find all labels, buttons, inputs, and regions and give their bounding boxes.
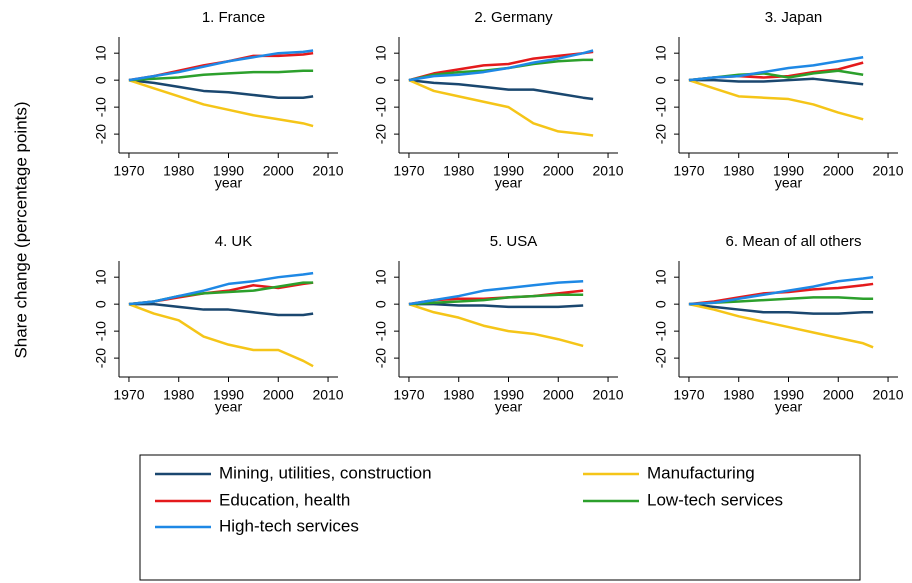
y-tick-label: -10: [653, 97, 669, 117]
legend-box: [139, 454, 861, 581]
x-tick-label: 1970: [673, 163, 704, 179]
series-line: [408, 279, 584, 306]
y-tick-label: 0: [93, 300, 109, 308]
series-line: [688, 55, 864, 82]
x-tick-label: 1990: [213, 387, 244, 403]
legend-label: High-tech services: [219, 516, 359, 535]
x-tick-label: 1990: [773, 387, 804, 403]
x-tick-label: 2010: [872, 387, 903, 403]
x-tick-label: 1970: [113, 163, 144, 179]
y-tick-label: 10: [653, 269, 669, 285]
x-tick-label: 1990: [493, 387, 524, 403]
y-tick-label: 10: [653, 45, 669, 61]
panel-title: 6. Mean of all others: [726, 233, 862, 250]
x-tick-label: 1980: [163, 387, 194, 403]
series-line: [128, 69, 314, 82]
panel-title: 4. UK: [215, 233, 253, 250]
x-tick-label: 2010: [312, 387, 343, 403]
series-line: [128, 302, 314, 317]
series-line: [408, 293, 584, 306]
series-line: [128, 78, 314, 128]
x-tick-label: 2010: [312, 163, 343, 179]
series-line: [408, 49, 594, 82]
x-tick-label: 2010: [592, 163, 623, 179]
x-tick-label: 1980: [723, 163, 754, 179]
x-tick-label: 2000: [263, 163, 294, 179]
y-tick-label: 0: [93, 76, 109, 84]
y-tick-label: 0: [373, 76, 389, 84]
x-axis-label: year: [215, 399, 243, 415]
series-line: [688, 302, 874, 349]
y-tick-label: -10: [373, 97, 389, 117]
x-tick-label: 2000: [823, 163, 854, 179]
y-tick-label: -10: [373, 321, 389, 341]
series-line: [408, 302, 584, 309]
x-tick-label: 2000: [823, 387, 854, 403]
x-tick-label: 1980: [443, 387, 474, 403]
series-line: [688, 282, 874, 306]
series-line: [128, 302, 314, 368]
series-line: [408, 78, 594, 101]
x-tick-label: 1970: [673, 387, 704, 403]
x-tick-label: 1990: [493, 163, 524, 179]
x-tick-label: 1990: [773, 163, 804, 179]
y-tick-label: -20: [373, 124, 389, 144]
x-tick-label: 1970: [393, 387, 424, 403]
y-tick-label: 10: [93, 45, 109, 61]
y-tick-label: 10: [373, 269, 389, 285]
x-tick-label: 2000: [543, 387, 574, 403]
x-tick-label: 1990: [213, 163, 244, 179]
legend-label: Manufacturing: [647, 463, 755, 482]
x-tick-label: 1980: [443, 163, 474, 179]
y-tick-label: -10: [93, 321, 109, 341]
panel-title: 5. USA: [490, 233, 538, 250]
series-line: [688, 302, 874, 315]
x-tick-label: 1970: [393, 163, 424, 179]
y-tick-label: -20: [653, 348, 669, 368]
y-tick-label: 10: [373, 45, 389, 61]
legend-label: Mining, utilities, construction: [219, 463, 432, 482]
panel-title: 1. France: [202, 9, 265, 26]
x-axis-label: year: [495, 399, 523, 415]
y-tick-label: -20: [373, 348, 389, 368]
x-axis-label: year: [215, 175, 243, 191]
series-line: [688, 77, 864, 86]
y-tick-label: 0: [653, 76, 669, 84]
series-line: [128, 78, 314, 99]
y-axis-label: Share change (percentage points): [11, 101, 30, 358]
x-tick-label: 2000: [263, 387, 294, 403]
y-tick-label: 10: [93, 269, 109, 285]
y-tick-label: 0: [653, 300, 669, 308]
x-tick-label: 1980: [723, 387, 754, 403]
x-axis-label: year: [495, 175, 523, 191]
y-tick-label: 0: [373, 300, 389, 308]
x-tick-label: 2000: [543, 163, 574, 179]
x-tick-label: 2010: [592, 387, 623, 403]
y-tick-label: -20: [653, 124, 669, 144]
x-tick-label: 2010: [872, 163, 903, 179]
series-line: [128, 271, 314, 306]
legend-label: Education, health: [219, 490, 350, 509]
panel-title: 3. Japan: [765, 9, 823, 26]
y-tick-label: -10: [653, 321, 669, 341]
series-line: [128, 49, 314, 82]
series-line: [408, 79, 594, 137]
x-axis-label: year: [775, 175, 803, 191]
x-axis-label: year: [775, 399, 803, 415]
y-tick-label: -20: [93, 348, 109, 368]
legend-label: Low-tech services: [647, 490, 783, 509]
series-line: [688, 78, 864, 121]
series-line: [688, 275, 874, 306]
y-tick-label: -20: [93, 124, 109, 144]
x-tick-label: 1970: [113, 387, 144, 403]
series-line: [408, 302, 584, 348]
panel-title: 2. Germany: [474, 9, 553, 26]
y-tick-label: -10: [93, 97, 109, 117]
x-tick-label: 1980: [163, 163, 194, 179]
